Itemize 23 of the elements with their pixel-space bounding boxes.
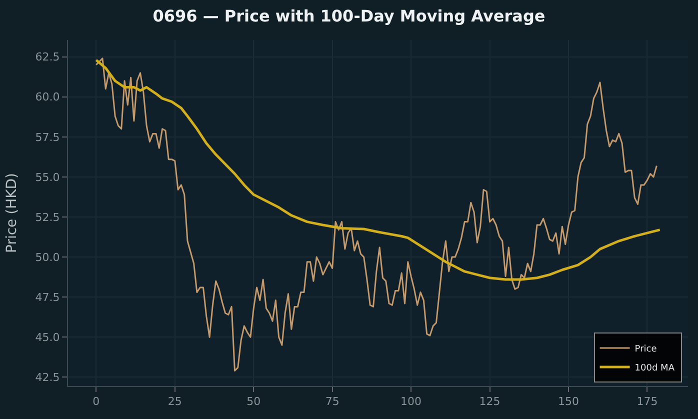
y-tick-label: 50.0: [35, 250, 60, 264]
x-tick-label: 75: [325, 395, 340, 408]
y-tick-label: 62.5: [35, 50, 60, 64]
line-series: [94, 58, 662, 281]
chart-title: 0696 — Price with 100-Day Moving Average: [152, 6, 546, 26]
x-tick-label: 25: [168, 395, 182, 408]
x-tick-label: 0: [92, 395, 100, 408]
x-tick-label: 125: [479, 395, 500, 408]
x-tick-label: 50: [246, 395, 261, 408]
y-tick-label: 47.5: [35, 290, 60, 304]
y-tick-label: 45.0: [35, 330, 60, 344]
x-tick-label: 100: [400, 395, 422, 408]
y-tick-label: 57.5: [35, 130, 60, 144]
y-tick-label: 42.5: [35, 371, 60, 384]
legend-label: Price: [634, 344, 658, 355]
line-series: [95, 58, 658, 372]
y-tick-label: 55.0: [35, 170, 60, 184]
legend-label: 100d MA: [634, 364, 676, 374]
x-tick-label: 150: [558, 395, 579, 408]
y-tick-label: 60.0: [35, 90, 60, 104]
y-tick-label: 52.5: [35, 210, 60, 224]
x-tick-label: 175: [636, 395, 658, 408]
y-axis-title: Price (HKD): [4, 172, 20, 254]
